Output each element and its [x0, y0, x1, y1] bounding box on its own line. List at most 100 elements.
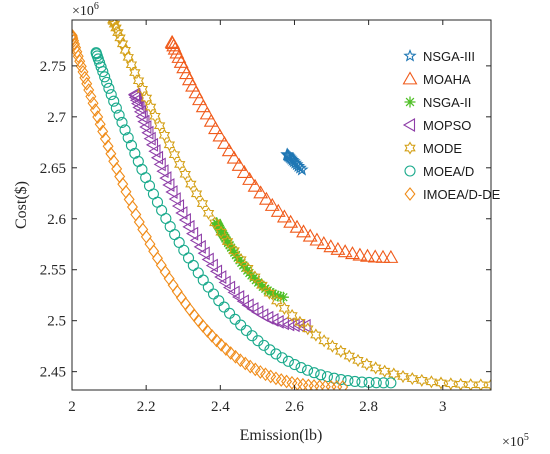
data-point	[435, 376, 447, 390]
data-point	[282, 355, 294, 367]
data-point	[287, 154, 301, 168]
x-tick-label: 2.4	[211, 399, 230, 415]
data-point	[167, 278, 179, 293]
data-point	[140, 229, 152, 244]
data-point	[249, 270, 261, 284]
x-tick-label: 2	[68, 399, 76, 415]
data-point	[215, 337, 227, 352]
data-point	[119, 124, 131, 136]
data-point	[378, 364, 391, 378]
data-point	[72, 33, 80, 48]
data-point	[195, 99, 211, 113]
data-point	[234, 353, 246, 368]
data-point	[197, 246, 210, 261]
data-point	[225, 346, 237, 360]
data-point	[196, 197, 209, 211]
data-point	[128, 90, 142, 105]
data-point	[174, 157, 186, 171]
data-point	[150, 150, 164, 165]
data-point	[315, 369, 327, 381]
data-point	[326, 339, 339, 353]
data-point	[123, 192, 135, 207]
data-point	[217, 135, 232, 149]
legend-label: NSGA-II	[423, 95, 471, 110]
data-point	[221, 235, 234, 249]
data-point	[296, 224, 311, 238]
data-point	[97, 124, 109, 139]
data-point	[258, 191, 274, 205]
data-point	[207, 288, 220, 300]
series-nsga-iii	[280, 147, 309, 176]
legend: NSGA-III MOAHA NSGA-II MOPSO MODE MOEA/D IMOEA…	[402, 48, 501, 202]
data-point	[270, 371, 282, 386]
data-point	[254, 365, 266, 379]
data-point	[215, 225, 227, 239]
data-point	[209, 216, 221, 230]
legend-item-imoea-d-de: IMOEA/D-DE	[404, 187, 501, 202]
data-point	[117, 177, 129, 192]
legend-label: MOEA/D	[423, 164, 474, 179]
series-mopso	[127, 87, 311, 333]
data-point	[75, 59, 87, 74]
data-marks	[72, 20, 491, 390]
y-tick-label: 2.65	[40, 161, 66, 177]
data-point	[278, 301, 291, 316]
data-point	[132, 100, 145, 115]
data-point	[156, 164, 169, 179]
data-point	[178, 213, 191, 227]
data-point	[101, 76, 113, 88]
data-point	[108, 154, 120, 169]
data-point	[218, 275, 231, 290]
data-point	[226, 150, 242, 164]
legend-label: NSGA-III	[423, 49, 475, 64]
data-point	[155, 258, 167, 273]
x-tick-label: 3	[439, 399, 447, 415]
data-point	[247, 178, 263, 192]
data-point	[122, 50, 134, 64]
data-point	[148, 144, 161, 159]
series-moea-d	[90, 47, 397, 389]
data-point	[165, 185, 178, 199]
data-point	[277, 291, 289, 303]
data-point	[153, 119, 166, 133]
data-point	[337, 380, 349, 390]
data-point	[185, 78, 201, 92]
data-point	[256, 278, 268, 292]
data-point	[87, 96, 99, 111]
x-exponent: ×105	[502, 432, 529, 450]
data-point	[83, 83, 95, 97]
data-point	[133, 215, 145, 229]
data-point	[295, 162, 309, 176]
x-tick-label: 2.8	[359, 399, 378, 415]
data-point	[269, 289, 281, 301]
data-point	[264, 197, 280, 211]
data-point	[286, 308, 298, 323]
data-point	[370, 377, 382, 389]
data-point	[367, 249, 383, 263]
data-point	[111, 162, 123, 176]
legend-marker	[404, 187, 416, 201]
data-point	[227, 285, 240, 300]
data-point	[276, 209, 292, 223]
data-point	[110, 21, 122, 35]
data-point	[294, 315, 306, 329]
legend-marker	[404, 165, 416, 177]
data-point	[199, 106, 215, 120]
data-point	[205, 258, 218, 273]
data-point	[445, 377, 457, 390]
y-tick-label: 2.6	[47, 212, 66, 228]
data-point	[264, 344, 276, 356]
data-point	[235, 252, 247, 267]
data-point	[213, 295, 225, 307]
data-point	[369, 361, 382, 375]
data-point	[235, 319, 247, 331]
data-point	[168, 192, 181, 206]
data-point	[352, 247, 368, 261]
data-point	[261, 310, 274, 325]
data-point	[360, 248, 375, 262]
data-point	[74, 54, 86, 69]
data-point	[310, 328, 322, 342]
data-point	[318, 334, 330, 348]
y-axis: 2.45 2.5 2.55 2.6 2.65 2.7 2.75	[40, 59, 491, 381]
data-point	[140, 91, 153, 105]
